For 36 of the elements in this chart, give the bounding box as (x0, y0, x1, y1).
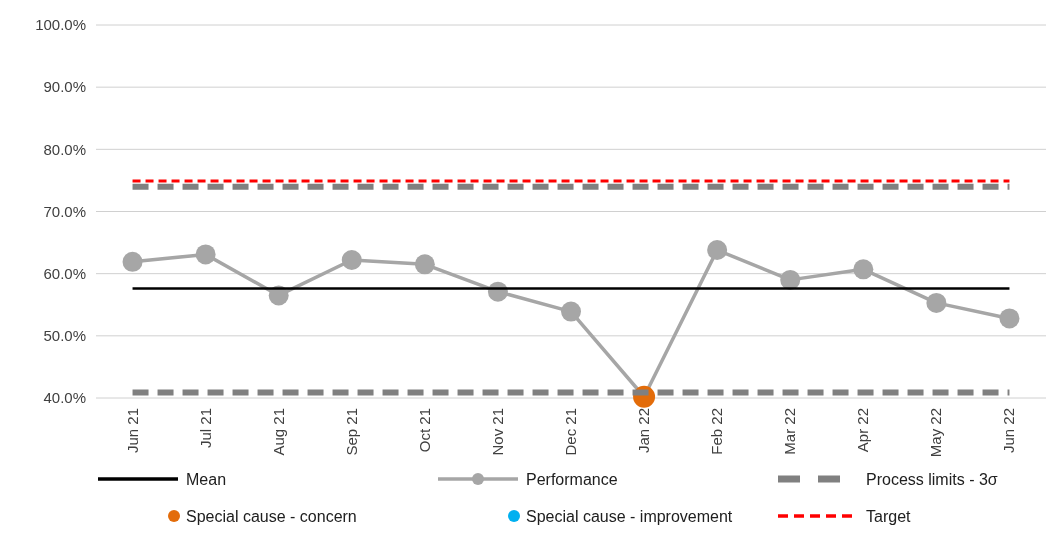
y-tick-label: 100.0% (35, 16, 86, 34)
point (999, 308, 1020, 329)
x-tick-label: Jun 22 (1000, 408, 1018, 454)
point (561, 301, 581, 322)
point (341, 249, 362, 270)
y-tick-label: 50.0% (43, 327, 86, 345)
legend-label: Target (866, 507, 912, 525)
x-tick-label: Dec 21 (562, 408, 579, 456)
x-tick-label: Aug 21 (269, 408, 287, 456)
y-tick-label: 80.0% (43, 140, 86, 158)
legend-label: Special cause - improvement (526, 507, 733, 525)
x-tick-label: May 22 (927, 408, 945, 458)
point (414, 254, 435, 275)
legend-label: Special cause - concern (186, 507, 357, 525)
y-tick-label: 90.0% (43, 78, 86, 96)
legend-label: Mean (186, 470, 227, 488)
point (780, 269, 801, 290)
point (707, 240, 728, 261)
x-tick-label: Feb 22 (708, 408, 726, 455)
x-tick-label: Sep 21 (342, 408, 360, 456)
point (122, 251, 143, 272)
point (853, 259, 874, 280)
x-tick-label: Nov 21 (488, 408, 506, 456)
y-tick-label: 40.0% (43, 389, 86, 407)
x-tick-label: Jun 21 (123, 408, 141, 454)
y-tick-label: 60.0% (43, 264, 86, 282)
x-tick-label: Mar 22 (781, 408, 799, 455)
x-tick-label: Jul 21 (196, 408, 214, 449)
point (926, 292, 947, 313)
x-tick-label: Jan 22 (635, 408, 653, 454)
legend-label: Performance (526, 470, 618, 488)
legend-label: Process limits - 3σ (866, 470, 998, 488)
x-tick-label: Oct 21 (415, 408, 433, 453)
y-tick-label: 70.0% (43, 202, 86, 220)
point (195, 244, 216, 265)
x-tick-label: Apr 22 (854, 408, 872, 453)
